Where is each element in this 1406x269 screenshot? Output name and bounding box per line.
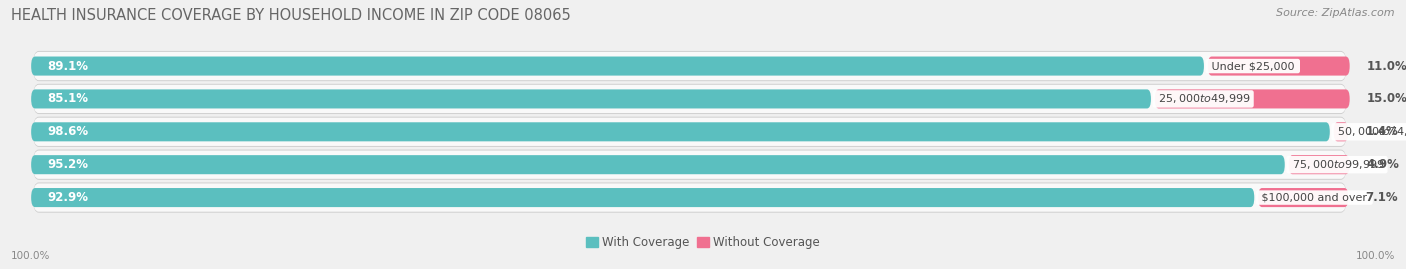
FancyBboxPatch shape	[32, 85, 1347, 113]
FancyBboxPatch shape	[32, 150, 1347, 180]
FancyBboxPatch shape	[31, 155, 1285, 174]
Legend: With Coverage, Without Coverage: With Coverage, Without Coverage	[581, 231, 825, 254]
Text: 92.9%: 92.9%	[48, 191, 89, 204]
Text: 85.1%: 85.1%	[48, 93, 89, 105]
FancyBboxPatch shape	[32, 51, 1347, 81]
FancyBboxPatch shape	[32, 151, 1347, 179]
FancyBboxPatch shape	[31, 89, 1152, 108]
FancyBboxPatch shape	[1289, 155, 1350, 174]
FancyBboxPatch shape	[1208, 56, 1350, 76]
Text: 98.6%: 98.6%	[48, 125, 89, 138]
Text: 95.2%: 95.2%	[48, 158, 89, 171]
FancyBboxPatch shape	[32, 84, 1347, 114]
Text: 89.1%: 89.1%	[48, 59, 89, 73]
Text: HEALTH INSURANCE COVERAGE BY HOUSEHOLD INCOME IN ZIP CODE 08065: HEALTH INSURANCE COVERAGE BY HOUSEHOLD I…	[11, 8, 571, 23]
FancyBboxPatch shape	[1334, 122, 1348, 141]
Text: Under $25,000: Under $25,000	[1208, 61, 1298, 71]
Text: $25,000 to $49,999: $25,000 to $49,999	[1154, 93, 1251, 105]
Text: 100.0%: 100.0%	[11, 251, 51, 261]
Text: 4.9%: 4.9%	[1367, 158, 1399, 171]
FancyBboxPatch shape	[1154, 89, 1350, 108]
FancyBboxPatch shape	[32, 183, 1347, 212]
Text: 7.1%: 7.1%	[1365, 191, 1398, 204]
FancyBboxPatch shape	[31, 188, 1254, 207]
FancyBboxPatch shape	[32, 52, 1347, 80]
Text: Source: ZipAtlas.com: Source: ZipAtlas.com	[1277, 8, 1395, 18]
Text: 11.0%: 11.0%	[1367, 59, 1406, 73]
FancyBboxPatch shape	[32, 117, 1347, 147]
FancyBboxPatch shape	[32, 182, 1347, 213]
Text: 15.0%: 15.0%	[1367, 93, 1406, 105]
FancyBboxPatch shape	[1258, 188, 1348, 207]
FancyBboxPatch shape	[31, 122, 1330, 141]
Text: 100.0%: 100.0%	[1355, 251, 1395, 261]
Text: $50,000 to $74,999: $50,000 to $74,999	[1334, 125, 1406, 138]
Text: $100,000 and over: $100,000 and over	[1258, 193, 1371, 203]
Text: 1.4%: 1.4%	[1365, 125, 1398, 138]
FancyBboxPatch shape	[32, 118, 1347, 146]
FancyBboxPatch shape	[31, 56, 1204, 76]
Text: $75,000 to $99,999: $75,000 to $99,999	[1289, 158, 1385, 171]
